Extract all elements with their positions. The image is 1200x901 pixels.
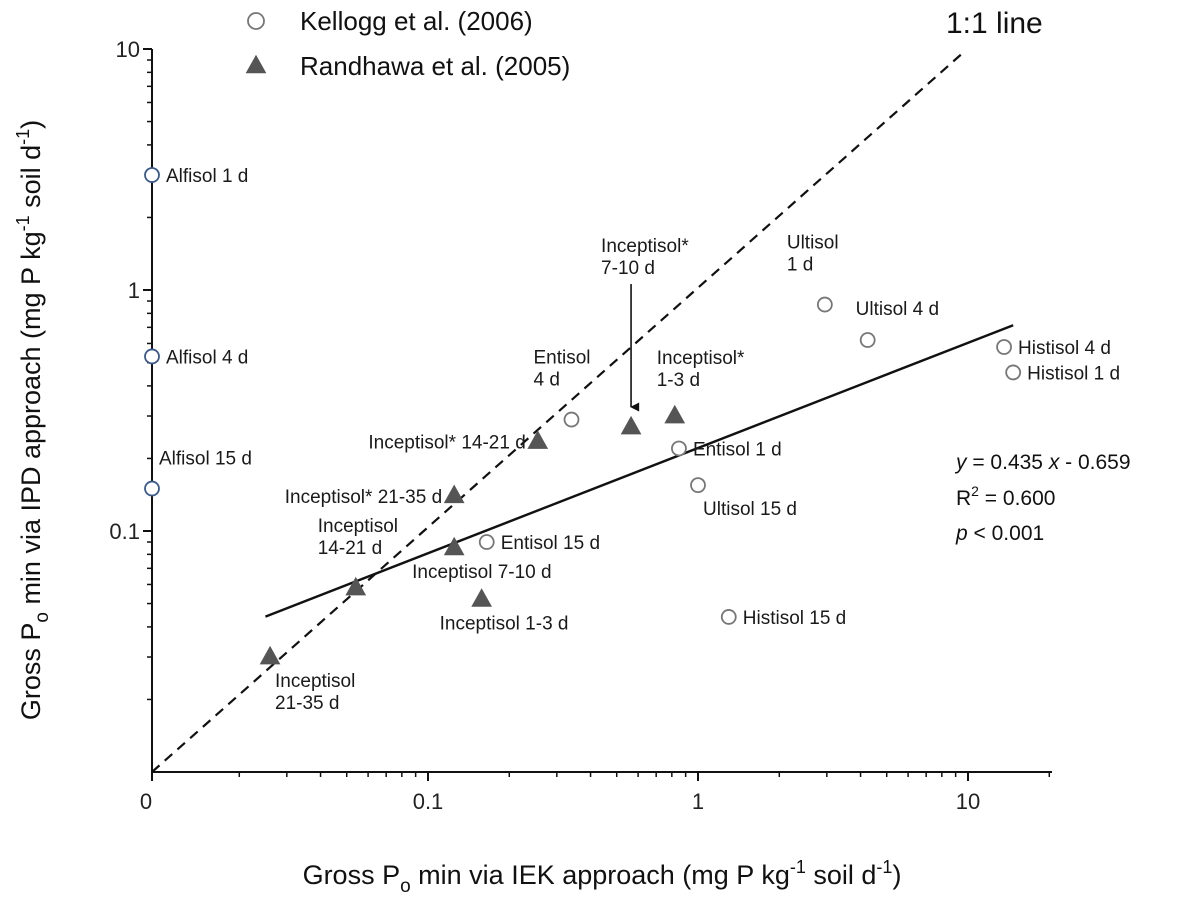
filled-triangle-point xyxy=(620,415,642,435)
x-axis-title: Gross Po min via IEK approach (mg P kg-1… xyxy=(303,857,902,897)
legend: Kellogg et al. (2006) Randhawa et al. (20… xyxy=(245,6,1131,545)
point-label: Ultisol 4 d xyxy=(856,299,939,320)
point-label: Alfisol 4 d xyxy=(166,347,248,368)
open-circle-point xyxy=(720,609,737,625)
point-labels: Alfisol 1 d Alfisol 4 d Alfisol 15 d Entiso… xyxy=(159,166,1120,714)
point-label: Inceptisol 21-35 d xyxy=(275,671,355,714)
axes: 0.1 1 10 0 0.1 1 10 xyxy=(109,37,1052,814)
point-label: Inceptisol 7-10 d xyxy=(412,562,551,583)
filled-triangle-point xyxy=(664,404,686,424)
open-circle-point xyxy=(690,477,706,494)
y-tick-label: 10 xyxy=(116,37,140,62)
y-tick-label: 1 xyxy=(128,278,140,303)
open-circle-point xyxy=(144,167,160,183)
x-tick-label: 0 xyxy=(140,789,152,814)
legend-entry-1: Kellogg et al. (2006) xyxy=(300,6,533,36)
point-label: Inceptisol* 1-3 d xyxy=(657,348,745,391)
data-points xyxy=(144,167,1022,665)
open-circle-point xyxy=(1005,364,1022,381)
open-circle-point xyxy=(996,339,1012,355)
open-circle-point xyxy=(563,411,580,428)
point-label: Inceptisol* 7-10 d xyxy=(601,236,689,279)
filled-triangle-point xyxy=(259,645,281,665)
point-label: Alfisol 15 d xyxy=(159,449,252,470)
x-tick-label: 1 xyxy=(692,789,704,814)
open-circle-point xyxy=(859,332,876,348)
point-label: Histisol 1 d xyxy=(1027,363,1120,384)
open-circle-point xyxy=(144,348,160,365)
regression-equation: y = 0.435 x - 0.659 xyxy=(954,451,1131,474)
one-to-one-label: 1:1 line xyxy=(946,7,1043,40)
point-label: Entisol 4 d xyxy=(533,348,590,391)
legend-circle-icon xyxy=(247,12,265,30)
regression-line xyxy=(265,324,1014,618)
filled-triangle-point xyxy=(471,588,492,607)
point-label: Inceptisol* 21-35 d xyxy=(285,487,442,508)
filled-triangle-point xyxy=(345,576,367,596)
legend-triangle-icon xyxy=(245,54,267,74)
axis-titles: Gross Po min via IEK approach (mg P kg-1… xyxy=(13,120,901,897)
y-tick-label: 0.1 xyxy=(109,519,140,544)
open-circle-point xyxy=(144,480,160,497)
p-value: p < 0.001 xyxy=(955,522,1044,545)
point-label: Histisol 15 d xyxy=(743,608,847,629)
legend-entry-2: Randhawa et al. (2005) xyxy=(300,51,570,81)
point-label: Inceptisol 14-21 d xyxy=(318,516,398,559)
filled-triangle-point xyxy=(443,484,465,504)
point-label: Inceptisol 1-3 d xyxy=(440,613,569,634)
open-circle-point xyxy=(671,440,687,457)
point-label: Entisol 1 d xyxy=(693,439,782,460)
one-to-one-line xyxy=(151,50,966,773)
open-circle-point xyxy=(478,534,495,550)
point-label: Entisol 15 d xyxy=(501,533,600,554)
point-label: Inceptisol* 14-21 d xyxy=(368,433,525,454)
point-label: Alfisol 1 d xyxy=(166,166,248,187)
x-tick-label: 0.1 xyxy=(413,789,444,814)
filled-triangle-point xyxy=(527,430,549,449)
point-label: Histisol 4 d xyxy=(1018,338,1111,359)
point-label: Ultisol 15 d xyxy=(703,499,797,520)
filled-triangle-point xyxy=(443,536,465,556)
r-squared: R2 = 0.600 xyxy=(956,483,1055,510)
y-axis-title: Gross Po min via IPD approach (mg P kg-1… xyxy=(13,120,53,720)
fit-lines xyxy=(151,50,1014,773)
x-tick-label: 10 xyxy=(956,789,980,814)
point-label: Ultisol 1 d xyxy=(787,233,839,276)
open-circle-point xyxy=(816,296,833,313)
